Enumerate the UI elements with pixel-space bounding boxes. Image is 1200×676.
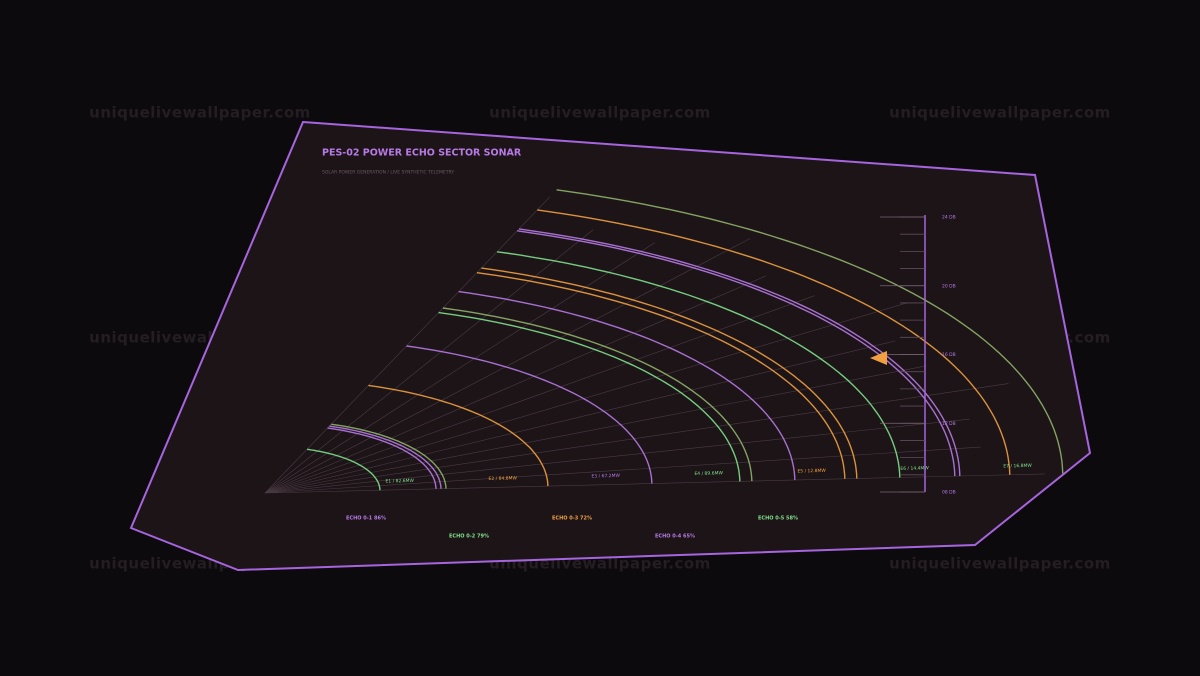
watermark: uniquelivewallpaper.com — [89, 104, 311, 122]
echo-ring — [496, 251, 901, 478]
echo-ring — [537, 209, 1011, 475]
echo-ring — [329, 425, 442, 489]
radial-line — [264, 302, 908, 494]
echo-label: E2 / 84.8MW — [488, 475, 517, 482]
radial-line — [264, 229, 594, 494]
watermark: uniquelivewallpaper.com — [889, 104, 1111, 122]
gauge-marker — [870, 350, 887, 365]
echo-ring — [442, 307, 753, 482]
echo-ring — [518, 228, 961, 477]
gauge-tick-label: 16 DB — [942, 352, 956, 358]
echo-label: E3 / 67.2MW — [591, 473, 620, 480]
gauge-tick-label: 12 DB — [942, 421, 956, 427]
echo-ring — [517, 230, 956, 477]
legend-item: ECHO 0-3 72% — [552, 516, 592, 522]
echo-ring — [481, 267, 858, 479]
echo-ring — [458, 290, 796, 481]
watermark: uniquelivewallpaper.com — [489, 104, 711, 122]
echo-label: E5 / 12.8MW — [797, 468, 826, 475]
panel-subtitle: SOLAR POWER GENERATION / LIVE SYNTHETIC … — [322, 170, 454, 176]
radial-line — [264, 295, 815, 494]
gauge-tick-label: 24 DB — [942, 215, 956, 221]
echo-label: E7 / 16.8MW — [1003, 463, 1032, 470]
legend-item: ECHO 0-2 79% — [449, 534, 489, 540]
gauge: 24 DB 20 DB 16 DB 12 DB 08 DB — [870, 215, 956, 496]
legend-item: ECHO 0-5 58% — [758, 516, 798, 522]
gauge-tick-label: 20 DB — [942, 283, 956, 289]
radial-line — [264, 365, 927, 494]
radial-line — [264, 196, 551, 494]
echo-label: E1 / 82.6MW — [385, 478, 414, 485]
watermark: uniquelivewallpaper.com — [889, 555, 1111, 573]
sector: E1 / 82.6MW E2 / 84.8MW E3 / 67.2MW E4 / 89… — [264, 189, 1064, 494]
echo-ring — [556, 189, 1064, 474]
radial-line — [264, 340, 896, 494]
gauge-tick-label: 08 DB — [942, 490, 956, 496]
panel — [129, 120, 1092, 572]
radial-line — [264, 275, 767, 494]
radial-line — [264, 418, 970, 494]
radial-line — [264, 242, 655, 494]
radial-line — [264, 473, 1045, 494]
echo-ring — [327, 427, 437, 489]
echo-ring — [438, 311, 741, 482]
echo-ring — [306, 448, 381, 491]
echo-ring — [331, 423, 447, 489]
legend-item: ECHO 0-1 86% — [346, 516, 386, 522]
legend: ECHO 0-1 86% ECHO 0-2 79% ECHO 0-3 72% ECHO… — [346, 516, 798, 540]
echo-ring — [476, 271, 846, 479]
echo-ring — [368, 384, 549, 487]
echo-ring — [406, 345, 653, 484]
radial-line — [264, 238, 750, 494]
radial-line — [264, 446, 981, 494]
legend-item: ECHO 0-4 65% — [655, 534, 695, 540]
echo-label: E4 / 89.6MW — [694, 470, 723, 477]
panel-title: PES-02 POWER ECHO SECTOR SONAR — [322, 148, 522, 159]
echo-label: E6 / 14.4MW — [900, 465, 929, 472]
radial-line — [264, 383, 1009, 494]
